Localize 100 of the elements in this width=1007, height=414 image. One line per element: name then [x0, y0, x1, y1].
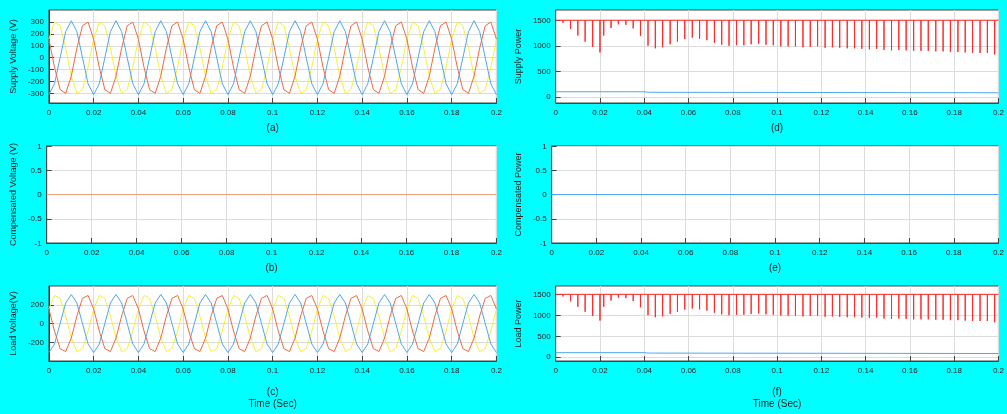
x-tick-label: 0.1: [771, 365, 784, 375]
x-tick-label: 0: [553, 365, 559, 375]
x-tick-label: 0.12: [813, 365, 830, 375]
x-tick-label: 0.2: [490, 247, 503, 257]
x-tick-label: 0.06: [680, 365, 697, 375]
x-tick-label: 0: [46, 107, 52, 117]
x-tick-label: 0.06: [175, 365, 192, 375]
x-tick-label: 0.2: [490, 107, 503, 117]
x-tick-label: 0.2: [992, 247, 1005, 257]
x-tick-label: 0.1: [267, 107, 279, 117]
x-tick-label: 0.2: [490, 365, 503, 375]
y-tick-label: -200: [27, 337, 45, 347]
y-axis-title: Supply Voltage (V): [7, 19, 18, 94]
x-tick-label: 0.14: [354, 107, 371, 117]
line-series: [48, 294, 497, 353]
y-tick-label: 0: [39, 319, 45, 328]
x-tick-label: 0.08: [722, 247, 739, 257]
y-axis-title: Compensated Voltage (V): [7, 142, 18, 247]
x-tick-label: 0.16: [902, 365, 919, 375]
x-axis-title: (d): [770, 121, 784, 133]
x-tick-label: 0.2: [992, 107, 1005, 117]
y-tick-label: -0.5: [27, 214, 43, 224]
y-tick-label: 1000: [532, 41, 552, 51]
y-axis-title: Compensated Power: [512, 152, 523, 237]
x-tick-label: 0.16: [398, 247, 415, 257]
x-tick-label: 0.06: [175, 107, 192, 117]
y-tick-label: 0: [546, 92, 552, 102]
x-tick-label: 0.1: [769, 247, 782, 257]
y-tick-label: 0: [546, 352, 552, 362]
x-tick-label: 0.02: [592, 107, 609, 117]
y-tick-label: 500: [537, 66, 552, 76]
x-tick-label: 0.12: [309, 107, 326, 117]
x-tick-label: 0.12: [308, 247, 325, 257]
x-tick-label: 0.14: [857, 365, 874, 375]
x-tick-label: 0.14: [856, 247, 873, 257]
x-tick-label: 0.02: [592, 365, 609, 375]
x-tick-label: 0.2: [992, 365, 1005, 375]
x-axis-title: (c) Time (Sec): [248, 385, 297, 409]
x-tick-label: 0: [553, 107, 559, 117]
line-series: [555, 19, 999, 55]
y-tick-label: 200: [30, 29, 45, 39]
x-tick-label: 0.08: [725, 107, 742, 117]
x-tick-label: 0.18: [946, 107, 963, 117]
x-tick-label: 0: [46, 365, 52, 375]
y-tick-label: 0: [542, 190, 548, 199]
x-tick-label: 0.12: [811, 247, 829, 257]
y-tick-label: 1000: [532, 310, 552, 320]
x-tick-label: 0.04: [128, 247, 145, 257]
y-tick-label: -300: [27, 88, 45, 98]
x-tick-label: 0.04: [636, 365, 653, 375]
y-tick-label: 1500: [532, 15, 552, 25]
x-tick-label: 0.16: [902, 107, 919, 117]
x-tick-label: 0.18: [946, 365, 963, 375]
x-tick-label: 0.16: [399, 107, 416, 117]
line-series: [555, 293, 999, 323]
x-tick-label: 0.02: [85, 107, 102, 117]
x-tick-label: 0.06: [680, 107, 697, 117]
y-tick-label: -0.5: [532, 214, 548, 224]
x-tick-label: 0.16: [901, 247, 918, 257]
x-tick-label: 0.18: [443, 107, 461, 117]
y-tick-label: 1: [542, 141, 548, 151]
y-tick-label: 0: [39, 53, 45, 63]
x-tick-label: 0.14: [857, 107, 874, 117]
y-tick-label: 300: [30, 17, 45, 27]
x-tick-label: 0.16: [399, 365, 416, 375]
y-tick-label: -1: [539, 238, 548, 248]
x-tick-label: 0.18: [443, 365, 461, 375]
x-axis-title: (b): [265, 261, 278, 273]
y-tick-label: -1: [34, 238, 43, 248]
x-tick-label: 0.02: [588, 247, 605, 257]
x-tick-label: 0.04: [130, 365, 147, 375]
x-tick-label: 0.08: [725, 365, 742, 375]
y-tick-label: 0.5: [535, 165, 548, 175]
y-tick-label: -200: [27, 77, 45, 87]
y-axis-title: Supply Power: [512, 28, 523, 85]
y-tick-label: 0.5: [30, 165, 43, 175]
y-axis-title: Load Voltage(V): [7, 291, 18, 356]
y-tick-label: 1500: [532, 289, 552, 299]
x-tick-label: 0.14: [353, 247, 370, 257]
x-tick-label: 0.08: [220, 365, 237, 375]
x-axis-title: (a): [266, 121, 279, 133]
x-tick-label: 0.12: [813, 107, 830, 117]
x-tick-label: 0.14: [354, 365, 371, 375]
y-tick-label: 200: [30, 300, 45, 310]
x-tick-label: 0.04: [633, 247, 650, 257]
x-tick-label: 0.04: [636, 107, 653, 117]
x-tick-label: 0.18: [945, 247, 963, 257]
x-tick-label: 0.06: [677, 247, 695, 257]
x-tick-label: 0.02: [85, 365, 102, 375]
x-axis-title: (e): [768, 261, 782, 273]
y-tick-label: -100: [27, 65, 45, 75]
x-tick-label: 0.02: [83, 247, 100, 257]
x-tick-label: 0.18: [443, 247, 460, 257]
y-axis-title: Load Power: [512, 299, 523, 348]
x-tick-label: 0.08: [220, 107, 237, 117]
y-tick-label: 100: [30, 41, 45, 51]
x-tick-label: 0.1: [266, 247, 278, 257]
x-axis-title: (f) Time (Sec): [752, 385, 802, 409]
x-tick-label: 0.1: [771, 107, 784, 117]
x-tick-label: 0.08: [218, 247, 235, 257]
